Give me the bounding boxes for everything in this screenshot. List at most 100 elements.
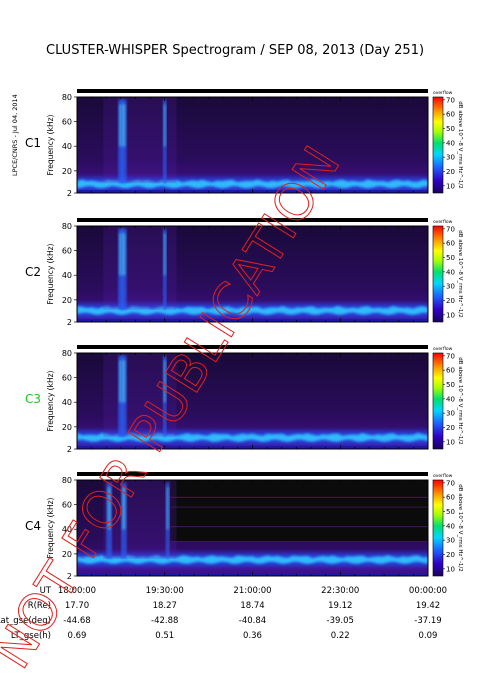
panel-top-strip [77,345,428,349]
emission-burst [165,482,170,559]
y-tick-label: 60 [62,118,72,127]
colorbar-tick-label: 40 [446,139,455,147]
ephemeris-value: -37.19 [414,616,441,626]
colorbar-tick-label: 60 [446,367,455,375]
y-tick-label: 2 [67,318,72,327]
colorbar-tick-label: 70 [446,96,455,104]
ephemeris-value: 19.42 [416,601,440,611]
ephemeris-value: 18.27 [153,601,177,611]
colorbar-overflow-label: overflow [433,90,453,96]
colorbar-tick-label: 30 [446,154,455,162]
plasma-band-core [77,555,428,564]
colorbar-tick-label: 50 [446,508,455,516]
ephemeris-value: 19.12 [328,601,352,611]
emission-burst [106,482,113,559]
ephemeris-value: 0.22 [331,631,350,641]
burst-haze [103,480,177,559]
ephemeris-row: R(Re) 17.70 18.27 18.74 19.12 19.42 [28,601,440,611]
data-gap [170,480,428,542]
emission-burst [162,228,167,310]
colorbar-label: dB above 10^-8 V_rms Hz^-1/2 [457,484,463,572]
panel-top-strip [77,472,428,476]
y-tick-label: 80 [62,349,72,358]
burst-haze [103,97,177,184]
ephemeris-value: 0.09 [419,631,438,641]
y-tick-label: 80 [62,93,72,102]
ephemeris-row: LT_gse(h) 0.69 0.51 0.36 0.22 0.09 [11,631,438,641]
colorbar-tick-label: 50 [446,125,455,133]
y-tick-label: 40 [62,271,72,280]
ephemeris-value: 17.70 [65,601,89,611]
emission-burst [120,355,127,437]
y-tick-label: 60 [62,374,72,383]
y-axis-label: Frequency (kHz) [46,114,55,175]
y-tick-label: 80 [62,222,72,231]
colorbar-overflow-label: overflow [433,346,453,352]
colorbar-tick-label: 10 [446,438,455,446]
spectrogram-plot [77,480,428,576]
credit-text: LPCE/CNRS - Jul 04, 2014 [11,94,19,176]
ephemeris-row-label: LT_gse(h) [11,631,51,641]
panel-c3: 2 20 40 60 80 Frequency (kHz) C3 overflow 10 20 30… [25,345,463,454]
burst-haze [103,353,177,437]
ephemeris-row: UT 18:00:00 19:30:00 21:00:00 22:30:00 00:00:… [40,586,448,596]
y-tick-label: 2 [67,572,72,581]
emission-burst [162,355,167,437]
ephemeris-value: 22:30:00 [321,586,359,596]
colorbar-tick-label: 20 [446,297,455,305]
ephemeris-row-label: UT [40,586,52,596]
emission-burst [162,99,167,184]
colorbar-tick-label: 10 [446,311,455,319]
colorbar-tick-label: 60 [446,494,455,502]
ephemeris-value: -44.68 [63,616,90,626]
y-tick-label: 2 [67,445,72,454]
panel-c1: 2 20 40 60 80 Frequency (kHz) C1 overflow 10 20 30… [25,89,463,198]
panel-top-strip [77,89,428,93]
y-tick-label: 2 [67,189,72,198]
y-tick-label: 60 [62,247,72,256]
emission-burst [120,99,127,184]
ephemeris-row-label: R(Re) [28,601,51,611]
colorbar-label: dB above 10^-8 V_rms Hz^-1/2 [457,357,463,445]
y-axis-label: Frequency (kHz) [46,243,55,304]
y-axis-label: Frequency (kHz) [46,497,55,558]
y-axis-label: Frequency (kHz) [46,370,55,431]
figure-title: CLUSTER-WHISPER Spectrogram / SEP 08, 20… [46,43,424,58]
spectrogram-plot [77,226,428,322]
spectrogram-plot [77,353,428,449]
y-tick-label: 20 [62,550,72,559]
colorbar-tick-label: 40 [446,522,455,530]
ephemeris-value: -42.88 [151,616,178,626]
ephemeris-row-label: Lat_gse(deg) [0,616,51,626]
colorbar-tick-label: 10 [446,182,455,190]
ephemeris-value: 0.36 [243,631,262,641]
colorbar-tick-label: 40 [446,395,455,403]
spacecraft-label: C1 [25,136,41,150]
colorbar-tick-label: 70 [446,479,455,487]
y-tick-label: 40 [62,525,72,534]
y-tick-label: 40 [62,398,72,407]
colorbar-tick-label: 70 [446,352,455,360]
panel-c4: 2 20 40 60 80 Frequency (kHz) C4 overflow 10 20 30… [25,472,463,581]
ephemeris-value: 00:00:00 [409,586,447,596]
ephemeris-row: Lat_gse(deg) -44.68 -42.88 -40.84 -39.05 -37.… [0,616,442,626]
colorbar-tick-label: 40 [446,268,455,276]
colorbar-gradient [432,352,444,450]
colorbar-label: dB above 10^-8 V_rms Hz^-1/2 [457,230,463,318]
colorbar-tick-label: 30 [446,283,455,291]
panel-c2: 2 20 40 60 80 Frequency (kHz) C2 overflow 10 20 30… [25,218,463,327]
spacecraft-label: C2 [25,265,41,279]
ephemeris-value: 19:30:00 [146,586,184,596]
y-tick-label: 20 [62,167,72,176]
colorbar-tick-label: 10 [446,565,455,573]
spacecraft-label: C3 [25,392,41,406]
colorbar-gradient [432,479,444,577]
colorbar-label: dB above 10^-8 V_rms Hz^-1/2 [457,101,463,189]
colorbar-tick-label: 20 [446,424,455,432]
ephemeris-value: 18.74 [240,601,264,611]
burst-haze [103,226,177,310]
colorbar-tick-label: 50 [446,254,455,262]
